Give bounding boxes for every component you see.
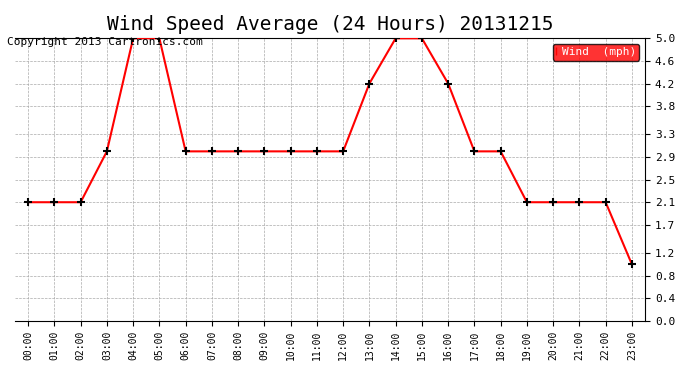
Title: Wind Speed Average (24 Hours) 20131215: Wind Speed Average (24 Hours) 20131215 [107, 15, 553, 34]
Legend: Wind  (mph): Wind (mph) [553, 44, 640, 60]
Text: Copyright 2013 Cartronics.com: Copyright 2013 Cartronics.com [7, 37, 203, 47]
